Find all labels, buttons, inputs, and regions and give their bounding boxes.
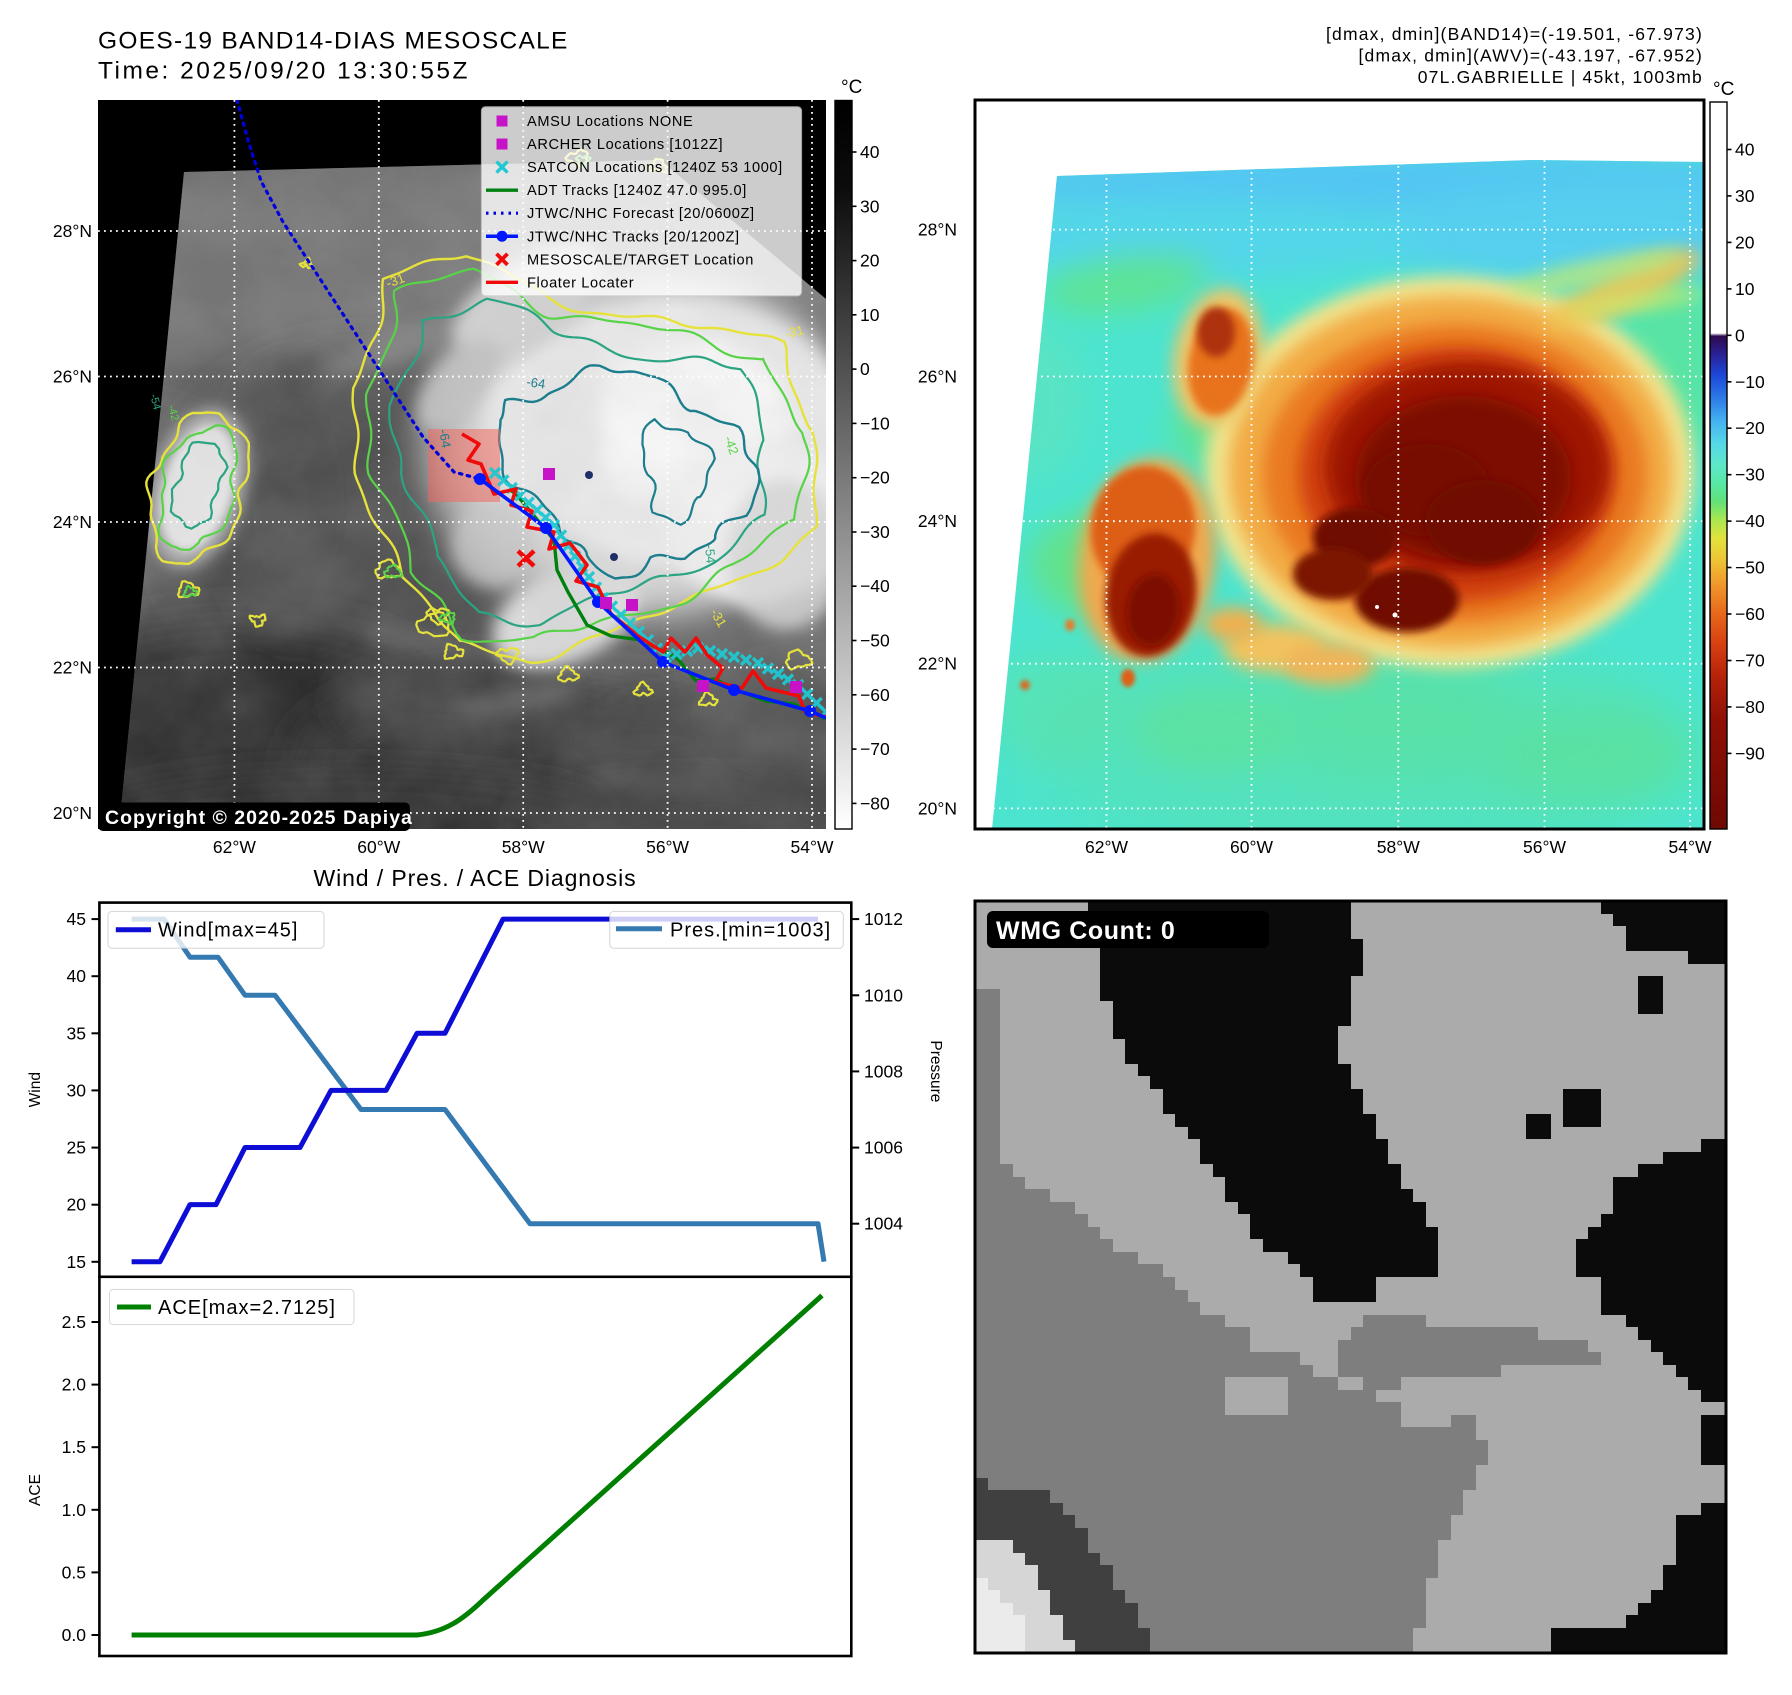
svg-text:Wind / Pres. / ACE Diagnosis: Wind / Pres. / ACE Diagnosis (313, 865, 636, 891)
svg-text:54°W: 54°W (791, 837, 834, 857)
svg-text:−30: −30 (1735, 465, 1765, 485)
svg-text:−20: −20 (860, 468, 890, 488)
svg-text:−60: −60 (860, 685, 890, 705)
svg-text:ARCHER Locations [1012Z]: ARCHER Locations [1012Z] (527, 137, 723, 153)
svg-text:62°W: 62°W (1085, 837, 1128, 857)
svg-text:58°W: 58°W (1377, 837, 1420, 857)
svg-text:15: 15 (67, 1252, 86, 1272)
svg-text:1006: 1006 (864, 1138, 903, 1158)
svg-text:0: 0 (860, 359, 870, 379)
svg-text:1008: 1008 (864, 1061, 903, 1081)
svg-text:2.0: 2.0 (62, 1375, 87, 1395)
svg-text:−70: −70 (860, 739, 890, 759)
svg-text:54°W: 54°W (1669, 837, 1712, 857)
svg-text:10: 10 (1735, 279, 1755, 299)
svg-text:[dmax, dmin](AWV)=(-43.197, -6: [dmax, dmin](AWV)=(-43.197, -67.952) (1358, 46, 1703, 66)
svg-text:°C: °C (1713, 79, 1734, 100)
svg-text:20°N: 20°N (53, 803, 92, 823)
svg-text:0.5: 0.5 (62, 1562, 86, 1582)
svg-text:−10: −10 (1735, 372, 1765, 392)
svg-text:ADT Tracks [1240Z 47.0 995.0]: ADT Tracks [1240Z 47.0 995.0] (527, 183, 747, 199)
svg-text:-42: -42 (721, 434, 742, 457)
svg-text:60°W: 60°W (1230, 837, 1273, 857)
svg-text:45: 45 (67, 909, 86, 929)
svg-text:°C: °C (841, 77, 862, 98)
svg-text:58°W: 58°W (502, 837, 545, 857)
svg-text:−50: −50 (1735, 558, 1765, 578)
svg-text:−40: −40 (860, 576, 890, 596)
svg-text:−30: −30 (860, 522, 890, 542)
svg-text:26°N: 26°N (918, 367, 957, 387)
svg-text:-64: -64 (436, 428, 454, 449)
svg-text:-31: -31 (384, 270, 407, 291)
svg-text:−50: −50 (860, 631, 890, 651)
svg-text:24°N: 24°N (53, 512, 92, 532)
svg-text:28°N: 28°N (918, 220, 957, 240)
svg-text:26°N: 26°N (53, 367, 92, 387)
svg-text:1.0: 1.0 (62, 1500, 87, 1520)
svg-text:20: 20 (67, 1195, 87, 1215)
svg-text:1012: 1012 (864, 909, 903, 929)
svg-text:56°W: 56°W (1523, 837, 1566, 857)
svg-text:40: 40 (67, 966, 87, 986)
svg-text:30: 30 (860, 196, 880, 216)
svg-text:40: 40 (860, 142, 880, 162)
svg-text:62°W: 62°W (213, 837, 256, 857)
svg-text:Wind: Wind (27, 1072, 44, 1107)
svg-text:20: 20 (1735, 232, 1755, 252)
svg-text:−40: −40 (1735, 511, 1765, 531)
svg-text:10: 10 (860, 305, 880, 325)
svg-text:−80: −80 (860, 793, 890, 813)
svg-text:1004: 1004 (864, 1214, 903, 1234)
svg-text:GOES-19 BAND14-DIAS MESOSCALE: GOES-19 BAND14-DIAS MESOSCALE (98, 28, 569, 55)
svg-text:20°N: 20°N (918, 798, 957, 818)
svg-text:-54: -54 (702, 544, 719, 564)
svg-text:1010: 1010 (864, 985, 903, 1005)
svg-text:-54: -54 (147, 393, 163, 411)
svg-text:22°N: 22°N (53, 658, 92, 678)
svg-text:30: 30 (67, 1080, 87, 1100)
svg-text:07L.GABRIELLE | 45kt, 1003mb: 07L.GABRIELLE | 45kt, 1003mb (1418, 67, 1703, 87)
svg-text:1.5: 1.5 (62, 1437, 86, 1457)
svg-text:-42: -42 (165, 404, 181, 422)
svg-text:20: 20 (860, 251, 880, 271)
svg-text:−60: −60 (1735, 604, 1765, 624)
svg-text:SATCON Locations [1240Z 53 100: SATCON Locations [1240Z 53 1000] (527, 160, 783, 176)
svg-text:-31: -31 (784, 322, 806, 341)
svg-text:−70: −70 (1735, 651, 1765, 671)
svg-text:[dmax, dmin](BAND14)=(-19.501,: [dmax, dmin](BAND14)=(-19.501, -67.973) (1326, 24, 1703, 44)
svg-text:MESOSCALE/TARGET Location: MESOSCALE/TARGET Location (527, 252, 754, 268)
svg-text:Pres.[min=1003]: Pres.[min=1003] (670, 920, 831, 942)
svg-text:Pressure: Pressure (927, 1040, 944, 1102)
svg-text:24°N: 24°N (918, 511, 957, 531)
svg-text:25: 25 (67, 1138, 86, 1158)
svg-text:JTWC/NHC Forecast [20/0600Z]: JTWC/NHC Forecast [20/0600Z] (527, 206, 755, 222)
svg-text:22°N: 22°N (918, 654, 957, 674)
svg-text:56°W: 56°W (646, 837, 689, 857)
svg-text:−80: −80 (1735, 697, 1765, 717)
svg-text:Time: 2025/09/20 13:30:55Z: Time: 2025/09/20 13:30:55Z (98, 58, 470, 85)
svg-text:ACE: ACE (27, 1474, 44, 1506)
svg-text:−20: −20 (1735, 418, 1765, 438)
svg-text:2.5: 2.5 (62, 1312, 86, 1332)
svg-text:30: 30 (1735, 186, 1755, 206)
svg-text:−10: −10 (860, 413, 890, 433)
svg-text:0.0: 0.0 (62, 1625, 87, 1645)
svg-text:ACE[max=2.7125]: ACE[max=2.7125] (158, 1297, 336, 1319)
svg-text:-64: -64 (526, 374, 547, 391)
svg-text:Wind[max=45]: Wind[max=45] (158, 920, 298, 942)
svg-text:Copyright © 2020-2025 Dapiya: Copyright © 2020-2025 Dapiya (105, 807, 413, 829)
svg-text:AMSU Locations NONE: AMSU Locations NONE (527, 114, 693, 130)
svg-text:Floater Locater: Floater Locater (527, 275, 634, 291)
svg-text:35: 35 (67, 1023, 86, 1043)
svg-text:0: 0 (1735, 325, 1745, 345)
svg-text:28°N: 28°N (53, 221, 92, 241)
svg-text:JTWC/NHC Tracks [20/1200Z]: JTWC/NHC Tracks [20/1200Z] (527, 229, 740, 245)
svg-text:40: 40 (1735, 140, 1755, 160)
svg-text:−90: −90 (1735, 743, 1765, 763)
svg-text:WMG Count: 0: WMG Count: 0 (996, 917, 1175, 945)
svg-text:60°W: 60°W (357, 837, 400, 857)
